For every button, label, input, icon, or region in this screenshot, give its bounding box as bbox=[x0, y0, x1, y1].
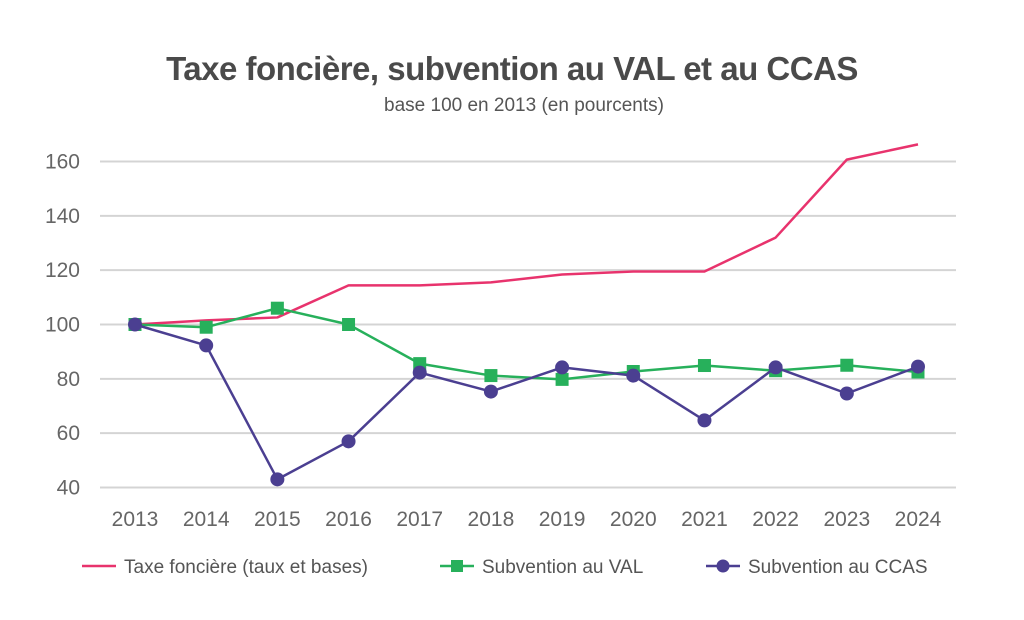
data-point bbox=[341, 434, 356, 449]
gridlines bbox=[100, 160, 956, 489]
chart-title: Taxe foncière, subvention au VAL et au C… bbox=[166, 50, 858, 87]
y-tick-label: 40 bbox=[57, 477, 80, 500]
x-tick-label: 2016 bbox=[325, 508, 372, 531]
y-tick-label: 140 bbox=[45, 205, 80, 228]
x-tick-label: 2015 bbox=[254, 508, 301, 531]
legend-label: Subvention au VAL bbox=[482, 557, 643, 578]
x-tick-label: 2022 bbox=[752, 508, 799, 531]
data-point bbox=[342, 318, 356, 331]
series-3 bbox=[128, 317, 925, 487]
data-point bbox=[412, 365, 427, 380]
x-axis-ticks: 2013 2014 2015 2016 2017 2018 2019 2020 2021 2022… bbox=[112, 508, 942, 531]
series-1 bbox=[134, 143, 919, 326]
legend: Taxe foncière (taux et bases) Subvention … bbox=[82, 557, 928, 578]
series bbox=[128, 143, 925, 487]
series-line bbox=[134, 323, 919, 481]
legend-item: Taxe foncière (taux et bases) bbox=[82, 557, 368, 578]
y-tick-label: 60 bbox=[57, 422, 80, 445]
series-2 bbox=[128, 301, 925, 386]
x-tick-label: 2018 bbox=[468, 508, 515, 531]
x-tick-label: 2021 bbox=[681, 508, 728, 531]
legend-marker bbox=[716, 559, 730, 573]
data-point bbox=[484, 369, 498, 383]
legend-label: Subvention au CCAS bbox=[748, 557, 928, 578]
data-point bbox=[839, 386, 854, 401]
data-point bbox=[128, 317, 142, 332]
data-point bbox=[270, 472, 285, 487]
series-line bbox=[134, 143, 919, 326]
data-point bbox=[270, 301, 284, 315]
data-point bbox=[840, 358, 854, 372]
data-point bbox=[555, 360, 570, 375]
data-point bbox=[555, 372, 569, 386]
x-tick-label: 2019 bbox=[539, 508, 586, 531]
data-point bbox=[697, 359, 711, 373]
y-tick-label: 120 bbox=[45, 259, 80, 282]
x-tick-label: 2023 bbox=[823, 508, 870, 531]
chart-subtitle: base 100 en 2013 (en pourcents) bbox=[384, 95, 664, 116]
series-line bbox=[134, 306, 919, 381]
x-tick-label: 2014 bbox=[183, 508, 230, 531]
data-point bbox=[483, 384, 498, 399]
y-tick-label: 160 bbox=[45, 151, 80, 174]
data-point bbox=[911, 359, 925, 374]
legend-item: Subvention au VAL bbox=[440, 557, 643, 578]
x-tick-label: 2017 bbox=[396, 508, 443, 531]
y-tick-label: 100 bbox=[45, 314, 80, 337]
y-axis-ticks: 40 60 80 100 120 140 160 bbox=[45, 151, 80, 500]
x-tick-label: 2020 bbox=[610, 508, 657, 531]
legend-item: Subvention au CCAS bbox=[706, 557, 928, 578]
data-point bbox=[199, 338, 214, 353]
data-point bbox=[626, 368, 641, 383]
legend-marker bbox=[451, 560, 463, 572]
data-point bbox=[697, 413, 712, 428]
y-tick-label: 80 bbox=[57, 368, 80, 391]
x-tick-label: 2013 bbox=[112, 508, 159, 531]
legend-label: Taxe foncière (taux et bases) bbox=[124, 557, 368, 578]
x-tick-label: 2024 bbox=[895, 508, 942, 531]
data-point bbox=[768, 360, 783, 375]
data-point bbox=[199, 320, 213, 334]
